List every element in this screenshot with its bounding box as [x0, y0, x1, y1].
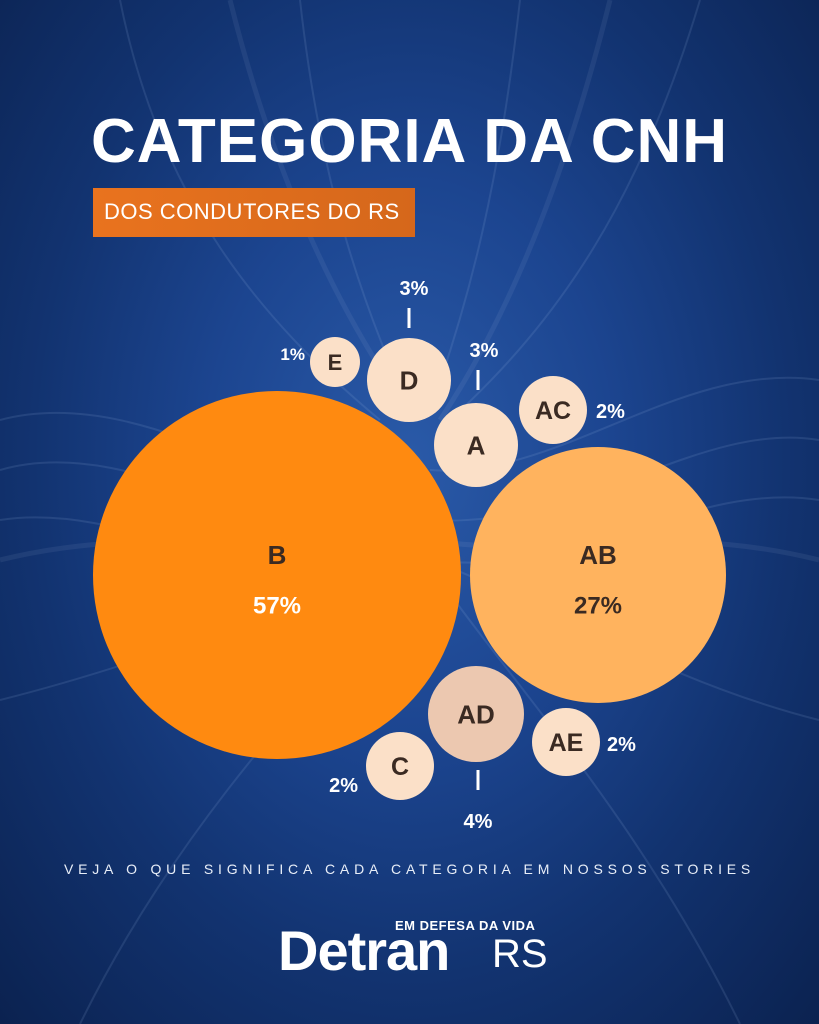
- bubble-c-value-label: 2%: [329, 775, 358, 797]
- bubble-ad-category-label: AD: [457, 699, 495, 729]
- bubble-d: [367, 338, 451, 422]
- bubble-e-value-label: 1%: [280, 345, 305, 364]
- footer-note: VEJA O QUE SIGNIFICA CADA CATEGORIA EM N…: [63, 861, 756, 877]
- bubble-ab-value-label: 27%: [574, 592, 622, 619]
- bubble-ac-category-label: AC: [535, 397, 571, 425]
- bubble-ac: [519, 376, 587, 444]
- chart-subtitle: DOS CONDUTORES DO RS: [104, 199, 400, 224]
- bubble-c: [366, 732, 434, 800]
- bubble-d-value-label: 3%: [400, 278, 429, 300]
- bubble-b-value-label: 57%: [253, 592, 301, 619]
- bubble-b: [93, 391, 461, 759]
- bubble-e-category-label: E: [328, 350, 343, 375]
- brand-logo-name: Detran: [278, 919, 450, 982]
- bubble-ad: [428, 666, 524, 762]
- bubble-a-value-label: 3%: [470, 340, 499, 362]
- chart-title: CATEGORIA DA CNH: [90, 107, 729, 176]
- brand-logo-suffix: RS: [492, 932, 548, 976]
- bubble-c-category-label: C: [391, 753, 409, 781]
- bubble-ad-value-label: 4%: [464, 811, 493, 833]
- bubble-ae-category-label: AE: [549, 729, 584, 757]
- bubble-d-category-label: D: [400, 365, 419, 395]
- bubble-a-category-label: A: [467, 430, 486, 460]
- subtitle-banner: [93, 188, 415, 237]
- bubble-ac-value-label: 2%: [596, 401, 625, 423]
- bubble-a: [434, 403, 518, 487]
- bubble-e: [310, 337, 360, 387]
- brand-tagline: EM DEFESA DA VIDA: [395, 918, 536, 933]
- bubble-ae: [532, 708, 600, 776]
- bubble-ab-category-label: AB: [579, 540, 617, 570]
- bubble-ae-value-label: 2%: [607, 734, 636, 756]
- bubble-b-category-label: B: [268, 540, 287, 570]
- bubble-ab: [470, 447, 726, 703]
